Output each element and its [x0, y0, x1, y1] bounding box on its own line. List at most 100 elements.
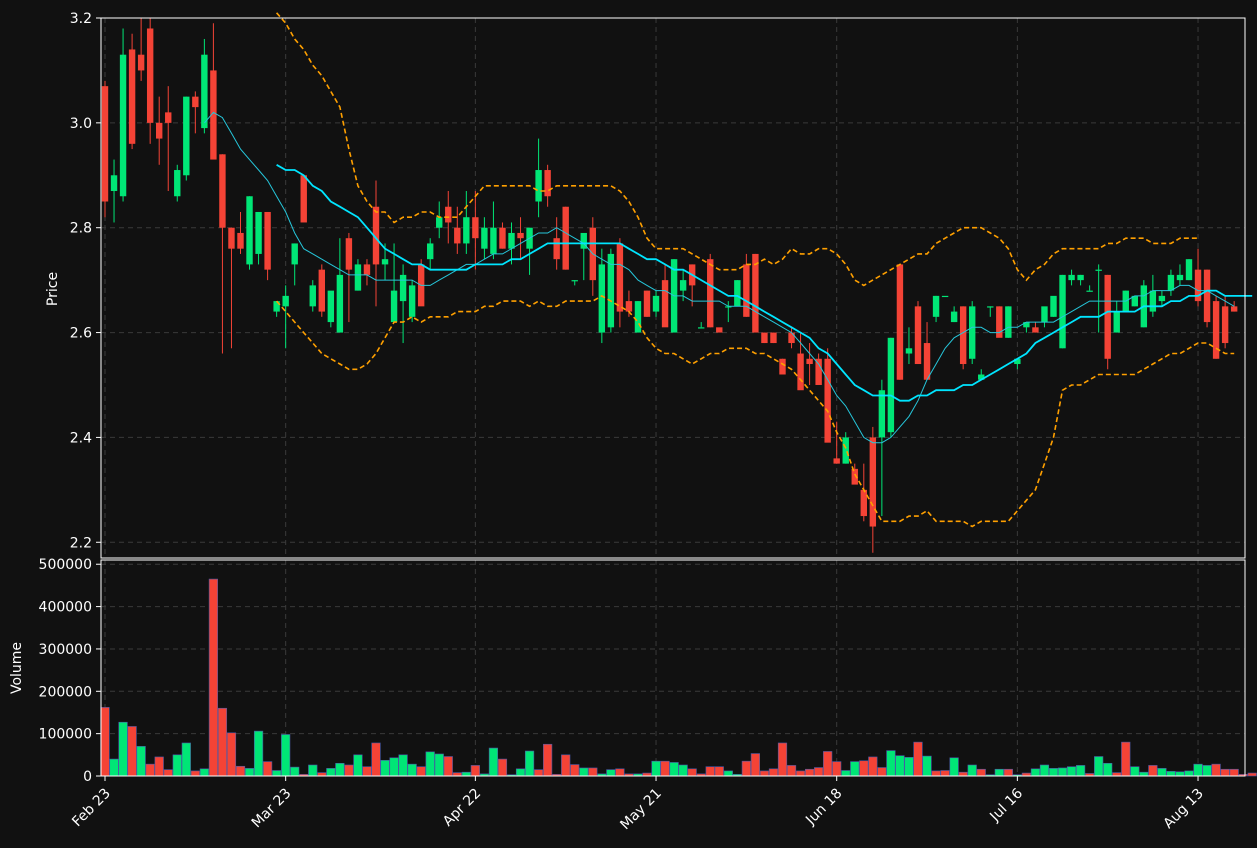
candle-body	[137, 54, 145, 71]
volume-bar	[669, 762, 679, 777]
volume-bar	[922, 755, 932, 777]
volume-bar	[344, 764, 354, 777]
candle-body	[237, 232, 244, 249]
volume-bar	[533, 769, 544, 777]
candle-body	[553, 238, 560, 260]
candle-body	[318, 269, 325, 312]
volume-bar	[326, 768, 336, 777]
volume-bar	[1130, 766, 1140, 777]
volume-bar	[660, 760, 670, 777]
volume-axis-label: Volume	[9, 642, 25, 694]
candle-body	[128, 49, 136, 144]
volume-bar	[181, 742, 191, 777]
candle-body	[327, 290, 335, 323]
volume-bar	[678, 764, 688, 777]
volume-bar	[1157, 768, 1167, 777]
bollinger-upper-line	[275, 12, 1198, 287]
volume-bar	[272, 770, 282, 777]
candle-body	[607, 253, 615, 328]
volume-bar	[859, 760, 869, 777]
candle-body	[679, 280, 687, 291]
candle-body	[183, 96, 190, 176]
volume-bar	[317, 772, 327, 777]
volume-panel-frame	[100, 559, 1246, 777]
volume-tick-label: 200000	[39, 684, 92, 700]
candle-body	[1113, 311, 1120, 333]
price-tick-label: 3.0	[70, 116, 92, 132]
volume-tick-label: 300000	[39, 642, 92, 658]
candle-body	[1131, 295, 1138, 307]
volume-bar	[443, 756, 453, 777]
volume-bar	[281, 734, 291, 777]
candle-body	[914, 306, 922, 365]
candle-body	[887, 337, 895, 433]
volume-bar	[1148, 765, 1158, 777]
candle-body	[481, 227, 488, 249]
candle-body	[119, 54, 127, 197]
candle-body	[1221, 306, 1229, 344]
volume-bar	[741, 760, 751, 777]
candle-body	[264, 211, 271, 270]
candle-body	[408, 285, 416, 317]
volume-bar	[1057, 767, 1068, 777]
candle-body	[734, 280, 741, 307]
volume-bar	[380, 760, 390, 777]
candle-body	[725, 306, 732, 308]
candle-body	[535, 170, 542, 202]
volume-bar	[199, 768, 209, 777]
volume-bar	[1048, 768, 1059, 777]
candle-body	[336, 274, 344, 333]
price-tick-label: 3.2	[70, 11, 92, 27]
volume-bar	[163, 769, 173, 777]
candle-body	[544, 170, 551, 197]
volume-bar	[524, 750, 535, 777]
volume-bar	[353, 754, 363, 777]
volume-bar	[967, 764, 977, 777]
candle-body	[652, 295, 660, 312]
candle-body	[228, 227, 235, 249]
candle-body	[959, 306, 967, 365]
volume-bar	[705, 766, 715, 777]
volume-tick-label: 500000	[39, 557, 92, 573]
volume-tick-label: 400000	[39, 600, 92, 616]
candle-body	[454, 227, 461, 244]
candle-body	[797, 353, 804, 391]
volume-bar	[515, 768, 526, 777]
volume-bar	[452, 772, 462, 777]
price-tick-label: 2.8	[70, 221, 92, 237]
volume-bar	[768, 768, 779, 777]
candle-body	[345, 238, 353, 270]
candle-body	[282, 295, 289, 307]
volume-bar	[750, 753, 760, 777]
candle-body	[300, 175, 307, 223]
volume-bar	[1066, 766, 1077, 777]
candle-body	[932, 295, 940, 317]
candle-body	[878, 390, 886, 438]
candle-body	[1005, 306, 1012, 338]
volume-bar	[606, 769, 616, 777]
indicator-overlays	[204, 12, 1253, 528]
candle-body	[752, 253, 759, 333]
candle-body	[381, 259, 389, 265]
candle-body	[472, 217, 479, 239]
volume-bar	[407, 763, 417, 777]
volume-bar	[1184, 770, 1194, 777]
candle-body	[1176, 274, 1184, 281]
candle-body	[842, 437, 849, 464]
candle-body	[1212, 301, 1220, 359]
volume-bar	[461, 771, 471, 777]
candle-body	[743, 264, 750, 317]
volume-bar	[949, 757, 959, 777]
volume-bar	[615, 768, 625, 777]
volume-bar	[994, 768, 1004, 777]
candle-body	[869, 437, 877, 527]
candle-body	[941, 295, 949, 298]
volume-bar	[118, 721, 128, 777]
volume-bar	[931, 770, 941, 777]
candle-body	[1230, 306, 1238, 312]
candle-body	[517, 232, 524, 239]
candle-body	[661, 280, 669, 328]
candle-body	[390, 290, 398, 323]
